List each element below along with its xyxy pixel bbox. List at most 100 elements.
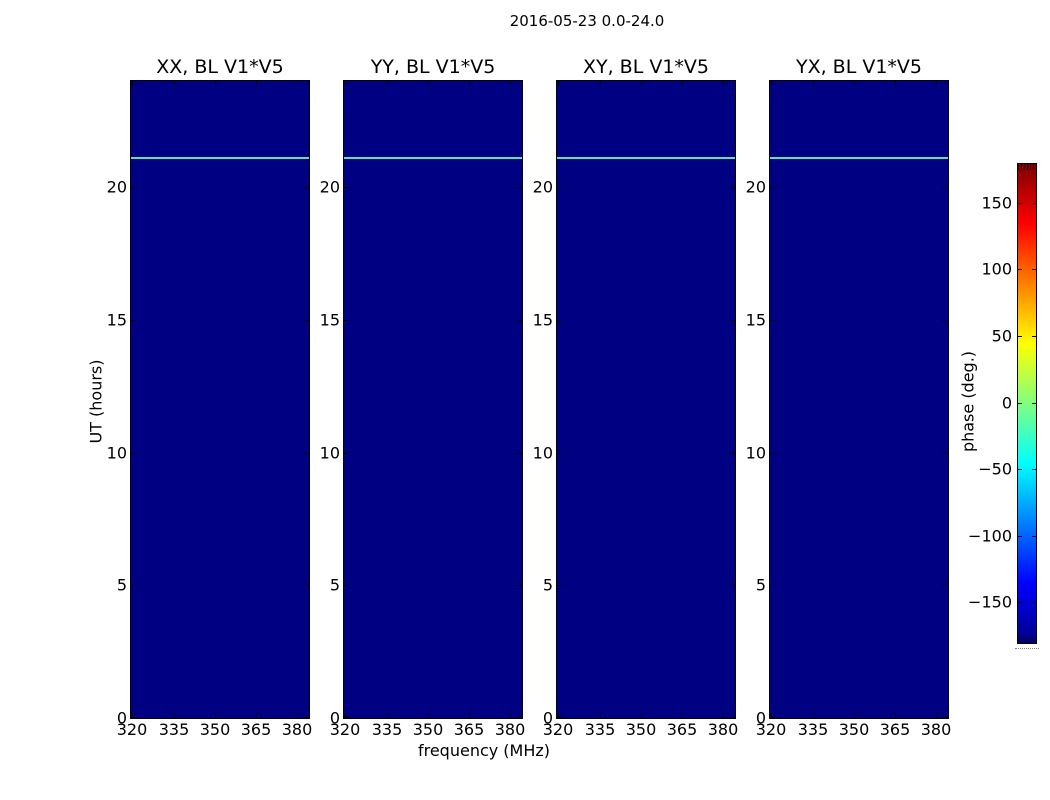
x-tick: [345, 81, 346, 86]
heatmap-panel-xy: [556, 80, 736, 719]
y-tick: [557, 585, 562, 586]
y-tick-label: 0: [755, 708, 766, 728]
colorbar-top-hatch: [1018, 164, 1036, 170]
y-tick: [943, 320, 948, 321]
x-tick: [510, 81, 511, 86]
colorbar-tick: [1032, 536, 1036, 537]
x-tick-label: 335: [584, 720, 616, 739]
x-tick: [174, 81, 175, 86]
x-tick-label: 380: [281, 720, 313, 739]
y-tick: [557, 453, 562, 454]
y-tick: [730, 717, 735, 718]
colorbar-tick: [1032, 203, 1036, 204]
panel-title-yy: YY, BL V1*V5: [370, 56, 496, 78]
x-tick: [132, 81, 133, 86]
y-tick: [770, 717, 775, 718]
y-tick-label: 10: [745, 443, 766, 463]
y-tick: [730, 320, 735, 321]
x-tick: [771, 713, 772, 718]
y-tick: [517, 585, 522, 586]
colorbar-tick: [1018, 403, 1022, 404]
y-tick-label: 15: [745, 310, 766, 330]
y-tick: [943, 453, 948, 454]
y-tick: [344, 320, 349, 321]
x-tick-label: 350: [625, 720, 657, 739]
y-tick: [304, 187, 309, 188]
colorbar-tick: [1032, 336, 1036, 337]
colorbar-tick: [1032, 269, 1036, 270]
x-tick: [600, 81, 601, 86]
colorbar-tick: [1018, 602, 1022, 603]
phase-scanline: [344, 157, 522, 159]
y-tick: [770, 453, 775, 454]
panel-title-xx: XX, BL V1*V5: [156, 56, 284, 78]
x-tick: [895, 713, 896, 718]
y-tick-label: 20: [532, 177, 553, 197]
x-tick: [215, 81, 216, 86]
y-tick: [131, 187, 136, 188]
y-tick: [344, 453, 349, 454]
x-tick: [600, 713, 601, 718]
colorbar-tick-label: −100: [968, 526, 1012, 546]
x-tick-label: 335: [158, 720, 190, 739]
x-tick-label: 320: [542, 720, 574, 739]
y-tick: [730, 453, 735, 454]
x-tick-label: 365: [453, 720, 485, 739]
x-tick-label: 320: [329, 720, 361, 739]
y-tick-label: 15: [106, 310, 127, 330]
x-tick: [256, 713, 257, 718]
x-tick: [297, 81, 298, 86]
x-tick: [345, 713, 346, 718]
y-tick: [557, 717, 562, 718]
y-tick-label: 10: [532, 443, 553, 463]
y-tick: [131, 320, 136, 321]
colorbar-tick: [1018, 536, 1022, 537]
heatmap-panel-xx: [130, 80, 310, 719]
x-tick-label: 350: [199, 720, 231, 739]
colorbar-tick-label: 50: [991, 326, 1012, 346]
colorbar-tick-label: 0: [1001, 393, 1012, 413]
y-tick: [557, 187, 562, 188]
y-tick: [131, 717, 136, 718]
x-tick-label: 335: [371, 720, 403, 739]
x-tick: [510, 713, 511, 718]
y-tick: [517, 320, 522, 321]
heatmap-panel-yx: [769, 80, 949, 719]
y-tick-label: 20: [745, 177, 766, 197]
y-tick: [557, 320, 562, 321]
y-tick-label: 5: [755, 575, 766, 595]
y-tick: [943, 717, 948, 718]
x-tick: [936, 713, 937, 718]
colorbar-bottom-hatch: [1018, 637, 1036, 643]
x-tick: [813, 713, 814, 718]
x-axis-label: frequency (MHz): [417, 741, 551, 760]
x-tick-label: 350: [838, 720, 870, 739]
x-tick: [813, 81, 814, 86]
x-tick: [469, 713, 470, 718]
y-tick: [730, 585, 735, 586]
x-tick: [854, 713, 855, 718]
x-tick-label: 335: [797, 720, 829, 739]
y-tick: [943, 187, 948, 188]
y-tick: [304, 717, 309, 718]
colorbar-tick-label: 100: [981, 259, 1012, 279]
panel-title-yx: YX, BL V1*V5: [795, 56, 923, 78]
y-tick-label: 0: [116, 708, 127, 728]
colorbar-tick-label: −50: [978, 459, 1012, 479]
y-tick: [344, 717, 349, 718]
x-tick: [854, 81, 855, 86]
y-tick: [304, 585, 309, 586]
y-tick: [344, 585, 349, 586]
x-tick: [132, 713, 133, 718]
x-tick: [641, 81, 642, 86]
y-tick-label: 5: [542, 575, 553, 595]
x-tick: [771, 81, 772, 86]
heatmap-panel-yy: [343, 80, 523, 719]
colorbar-tick: [1018, 203, 1022, 204]
colorbar-tick: [1032, 469, 1036, 470]
y-tick-label: 20: [319, 177, 340, 197]
colorbar-tick: [1032, 403, 1036, 404]
y-tick-label: 10: [106, 443, 127, 463]
x-tick: [936, 81, 937, 86]
